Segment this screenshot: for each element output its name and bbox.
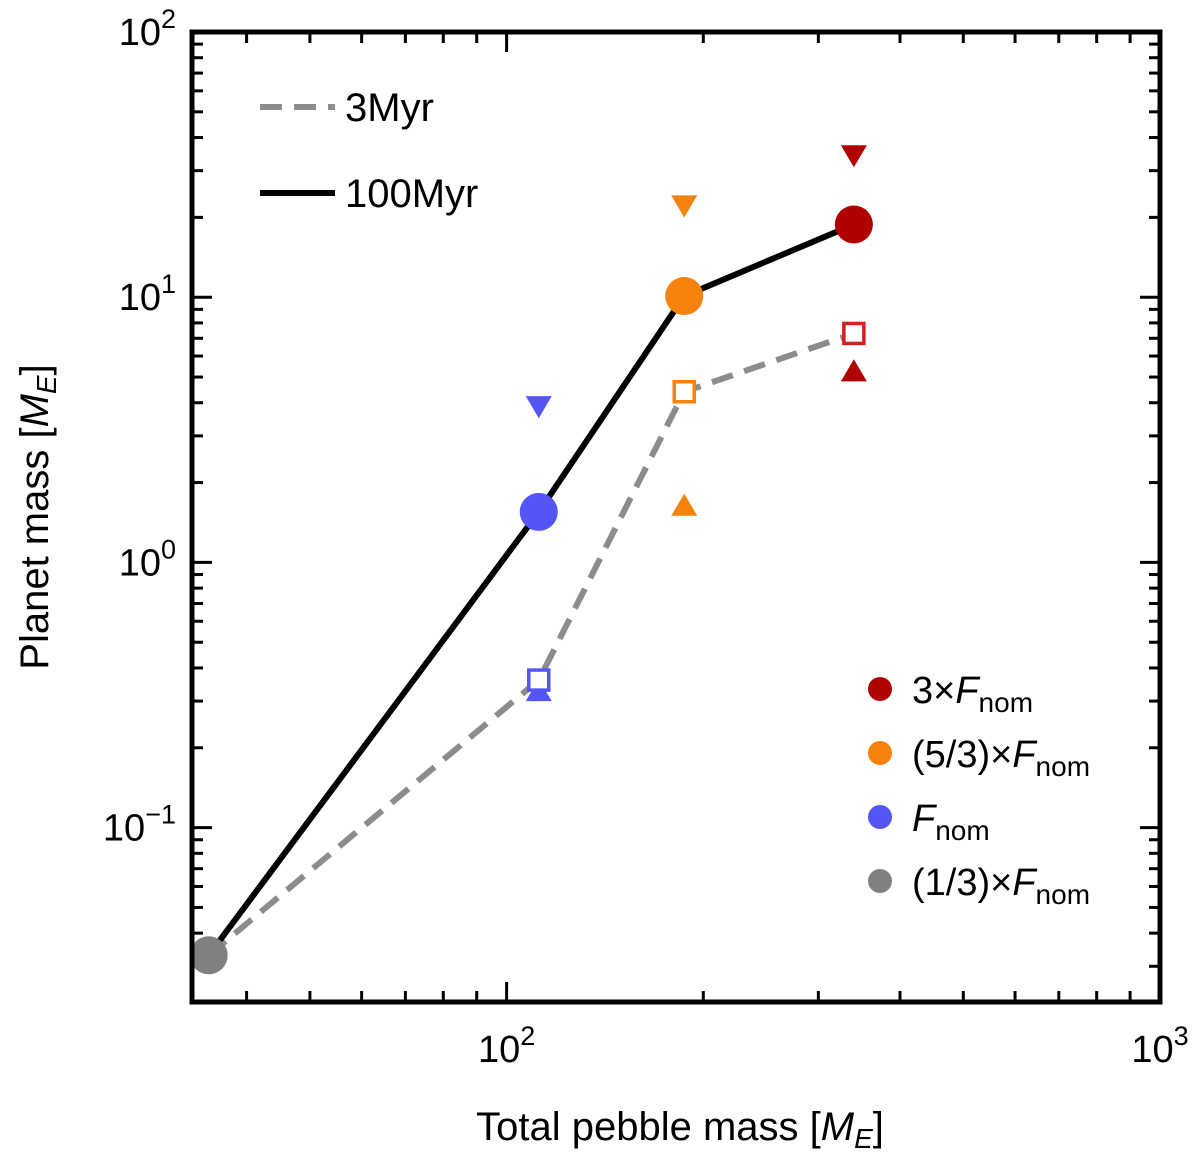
y-tick-label: 100	[119, 534, 176, 584]
line-legend: 3Myr 100Myr	[260, 86, 478, 216]
y-tick-label-exp: 0	[161, 534, 176, 564]
marker-circle	[665, 277, 704, 316]
legend-var: F	[955, 670, 980, 712]
series-lines	[206, 221, 856, 958]
marker-square	[672, 380, 696, 404]
x-tick-label-base: 10	[478, 1029, 520, 1071]
y-tick-label-base: 10	[119, 542, 161, 584]
x-tick-label: 102	[478, 1021, 535, 1071]
marker-circle	[834, 205, 873, 244]
marker-legend-label: 3×Fnom	[912, 670, 1033, 718]
legend-var: F	[1012, 862, 1037, 904]
legend-var: F	[912, 798, 937, 840]
marker-triangle-down	[671, 195, 698, 218]
legend-prefix: (1/3)×	[912, 862, 1012, 904]
marker-legend-label: Fnom	[912, 798, 990, 846]
legend-sub: nom	[1036, 751, 1090, 782]
x-tick-label-exp: 3	[1174, 1021, 1189, 1051]
marker-legend-swatch	[868, 805, 892, 829]
legend-prefix: 3×	[912, 670, 955, 712]
y-tick-label-exp: −1	[145, 800, 176, 830]
marker-triangle-down	[840, 145, 867, 168]
marker-legend-swatch	[868, 869, 892, 893]
x-tick-label: 103	[1131, 1021, 1188, 1071]
marker-legend-swatch	[868, 741, 892, 765]
plot-frame	[189, 29, 1163, 1005]
x-tick-label-exp: 2	[520, 1021, 535, 1051]
y-tick-label-exp: 2	[161, 4, 176, 34]
legend-prefix: (5/3)×	[912, 734, 1012, 776]
x-tick-label-base: 10	[1131, 1029, 1173, 1071]
data-markers	[189, 145, 873, 975]
legend-var: F	[1012, 734, 1037, 776]
marker-legend-swatch	[868, 677, 892, 701]
marker-square	[842, 321, 866, 346]
marker-legend-label: (5/3)×Fnom	[912, 734, 1090, 782]
x-axis-label: Total pebble mass [ME]	[476, 1105, 884, 1154]
line-legend-label: 100Myr	[345, 172, 478, 216]
y-tick-label: 101	[119, 269, 176, 319]
y-tick-label-exp: 1	[161, 269, 176, 299]
legend-sub: nom	[1036, 879, 1090, 910]
marker-triangle-down	[525, 396, 552, 419]
marker-legend-label: (1/3)×Fnom	[912, 862, 1090, 910]
y-tick-label-base: 10	[103, 808, 145, 850]
y-tick-label: 10−1	[103, 800, 176, 850]
series-line-100Myr	[206, 221, 856, 958]
y-tick-label-base: 10	[119, 12, 161, 54]
marker-triangle-up	[840, 359, 867, 382]
y-tick-label: 102	[119, 4, 176, 54]
marker-square	[527, 668, 551, 692]
y-axis-label: Planet mass [ME]	[13, 364, 62, 669]
series-line-3Myr	[206, 330, 855, 958]
legend-sub: nom	[979, 687, 1033, 718]
y-tick-label-base: 10	[119, 277, 161, 319]
legend-sub: nom	[935, 815, 989, 846]
marker-circle	[519, 492, 558, 531]
marker-triangle-up	[671, 493, 698, 516]
marker-circle	[189, 936, 228, 975]
line-legend-label: 3Myr	[345, 86, 434, 130]
